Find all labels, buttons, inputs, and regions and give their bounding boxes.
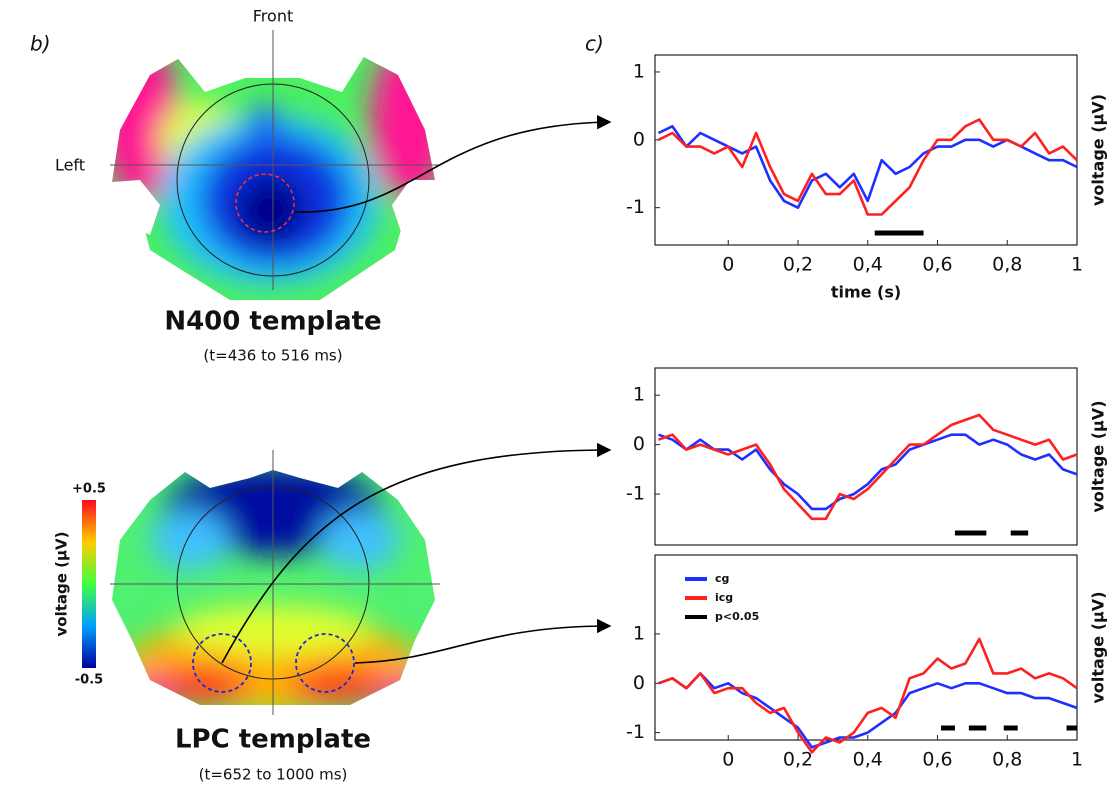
template-title: N400 template [164,307,381,337]
template-time: (t=652 to 1000 ms) [199,766,348,784]
x-tick-label: 0,2 [783,749,813,771]
series-line [658,672,1078,749]
x-axis-label: time (s) [831,283,901,302]
orientation-label: Front [253,7,293,26]
y-tick-label: 1 [633,622,645,644]
x-tick-label: 0,2 [783,254,813,276]
y-axis-label: voltage (µV) [1089,591,1108,703]
y-tick-label: 0 [633,672,645,694]
colorbar [82,500,96,668]
x-tick-label: 1 [1071,254,1083,276]
x-tick-label: 1 [1071,749,1083,771]
series-line [657,125,1078,209]
legend-label: p<0.05 [715,610,759,623]
x-tick-label: 0 [722,749,734,771]
mask [112,55,435,235]
x-tick-label: 0,8 [992,254,1022,276]
legend-label: cg [715,572,729,585]
series-line [658,433,1078,511]
y-axis-label: voltage (µV) [1089,94,1108,206]
legend-label: icg [715,591,733,604]
orientation-label: Left [55,156,85,175]
x-tick-label: 0,6 [922,749,952,771]
x-tick-label: 0,4 [853,254,883,276]
series-line [658,637,1078,754]
y-tick-label: 0 [633,128,645,150]
plot-frame [654,54,1078,246]
y-tick-label: -1 [626,721,645,743]
y-tick-label: -1 [626,483,645,505]
x-tick-label: 0,4 [853,749,883,771]
roi [192,633,252,693]
colorbar-label: voltage (µV) [53,531,71,636]
plot-frame [654,367,1078,546]
y-tick-label: -1 [626,196,645,218]
topomap [112,55,435,300]
y-tick-label: 1 [633,384,645,406]
connector [221,115,612,664]
panel-label: b) [30,32,51,56]
panel-label: c) [585,32,604,56]
y-axis-label: voltage (µV) [1089,400,1108,512]
y-tick-label: 0 [633,433,645,455]
template-time: (t=436 to 516 ms) [203,347,342,365]
colorbar-max: +0.5 [72,482,106,497]
topomap [112,470,435,705]
colorbar-min: -0.5 [75,673,103,688]
series-line [657,118,1078,216]
roi [235,173,295,233]
plot-frame [654,554,1078,741]
template-title: LPC template [175,725,371,755]
x-tick-label: 0 [722,254,734,276]
roi [295,633,355,693]
x-tick-label: 0,6 [922,254,952,276]
x-tick-label: 0,8 [992,749,1022,771]
y-tick-label: 1 [633,60,645,82]
series-line [658,413,1078,521]
